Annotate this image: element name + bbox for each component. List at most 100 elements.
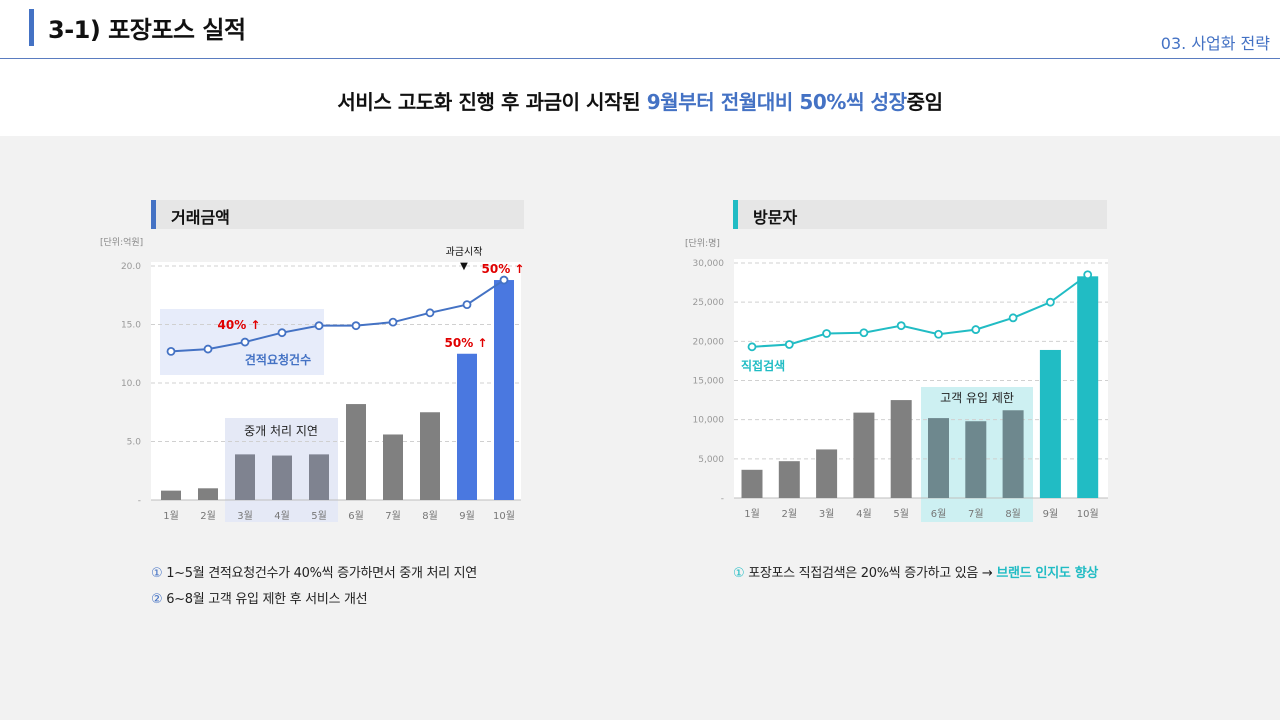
transaction-panel-title: 거래금액	[171, 208, 230, 227]
line-series-label: 견적요청건수	[245, 352, 311, 367]
line-point	[747, 342, 757, 352]
bar-3월	[816, 449, 838, 498]
line-point	[1008, 313, 1018, 323]
x-tick-label: 6월	[348, 510, 364, 522]
x-tick-label: 4월	[856, 508, 872, 520]
line-point	[934, 329, 943, 339]
note-left-2: ② 6~8월 고객 유입 제한 후 서비스 개선	[151, 588, 368, 607]
bar-1월	[741, 469, 763, 498]
transaction-panel-header: 거래금액	[151, 200, 524, 229]
page-title: 3-1) 포장포스 실적	[48, 16, 246, 44]
limit-box-label: 고객 유입 제한	[940, 391, 1014, 405]
x-tick-label: 9월	[1043, 508, 1059, 520]
y-tick-label: 15.0	[121, 321, 141, 331]
bar-8월	[420, 412, 440, 500]
visitor-panel-header: 방문자	[733, 200, 1107, 229]
bar-3월	[235, 454, 255, 500]
delay-box-label: 중개 처리 지연	[244, 424, 318, 438]
note-number: ①	[151, 566, 163, 581]
growth-label-3: 50% ↑	[482, 262, 525, 276]
bar-6월	[928, 418, 949, 498]
y-tick-label: 25,000	[693, 298, 725, 308]
visitor-chart: 30,000 25,000 20,000 15,000 10,000 5,000 - [단위:…	[685, 238, 1108, 522]
y-tick-label: 15,000	[693, 377, 725, 387]
y-tick-label: 10,000	[693, 416, 725, 426]
bar-7월	[383, 434, 403, 500]
unit-label: [단위:명]	[685, 238, 720, 249]
line-series-label: 직접검색	[741, 358, 785, 373]
x-tick-label: 2월	[200, 510, 216, 522]
subtitle-part1: 서비스 고도화 진행 후 과금이 시작된	[337, 90, 647, 114]
x-tick-label: 8월	[1005, 508, 1021, 520]
note-text: 포장포스 직접검색은 20%씩 증가하고 있음 →	[744, 566, 997, 581]
y-tick-label: 20.0	[121, 262, 141, 272]
x-tick-label: 1월	[744, 508, 760, 520]
line-point	[240, 337, 250, 347]
subtitle-highlight: 9월부터 전월대비 50%씩 성장	[646, 90, 907, 114]
line-point	[388, 317, 398, 327]
bar-5월	[309, 454, 329, 500]
unit-label: [단위:억원]	[100, 236, 143, 248]
x-tick-label: 10월	[493, 510, 515, 522]
bar-2월	[198, 488, 218, 500]
note-number: ②	[151, 592, 163, 607]
y-tick-label: -	[721, 494, 724, 504]
line-series-견적요청건수	[170, 279, 505, 353]
panel-accent-bar	[151, 200, 156, 229]
line-point	[462, 300, 472, 310]
x-tick-label: 1월	[163, 510, 179, 522]
bar-4월	[272, 455, 292, 500]
bar-1월	[161, 490, 181, 500]
x-tick-label: 5월	[311, 510, 327, 522]
note-left-1: ① 1~5월 견적요청건수가 40%씩 증가하면서 중개 처리 지연	[151, 562, 477, 581]
slide-header: 3-1) 포장포스 실적 03. 사업화 전략	[0, 0, 1280, 59]
line-point	[166, 347, 176, 356]
bar-4월	[853, 412, 875, 498]
bar-6월	[346, 404, 366, 500]
x-tick-label: 7월	[385, 510, 401, 522]
line-point	[314, 321, 324, 331]
line-point	[896, 321, 906, 331]
x-tick-label: 4월	[274, 510, 290, 522]
line-point	[784, 340, 794, 349]
bar-9월	[1039, 349, 1061, 498]
x-tick-label: 3월	[819, 508, 835, 520]
panel-accent-bar	[733, 200, 738, 229]
growth-label-1: 40% ↑	[218, 318, 261, 332]
bar-8월	[1002, 410, 1024, 498]
line-point	[499, 275, 509, 285]
x-tick-label: 6월	[931, 508, 947, 520]
subtitle-part2: 중임	[906, 90, 943, 114]
bar-7월	[965, 421, 987, 498]
x-tick-label: 2월	[782, 508, 798, 520]
note-text: 6~8월 고객 유입 제한 후 서비스 개선	[162, 592, 368, 607]
bar-10월	[494, 280, 514, 500]
line-series-직접검색	[751, 273, 1089, 348]
bar-9월	[457, 353, 477, 500]
y-tick-label: 20,000	[693, 337, 725, 347]
y-tick-label: 10.0	[121, 379, 141, 389]
bar-2월	[778, 461, 800, 498]
bar-5월	[890, 400, 912, 498]
line-point	[351, 321, 361, 331]
line-point	[859, 328, 869, 338]
y-tick-label: 30,000	[693, 259, 725, 269]
line-point	[971, 325, 981, 334]
line-point	[1083, 270, 1093, 280]
x-tick-label: 5월	[893, 508, 909, 520]
billing-start-marker: ▼	[460, 261, 468, 272]
title-accent-bar	[29, 9, 34, 46]
note-number: ①	[733, 566, 745, 581]
line-point	[277, 328, 287, 338]
line-point	[425, 308, 435, 318]
x-tick-label: 7월	[968, 508, 984, 520]
transaction-chart: 20.0 15.0 10.0 5.0 - [단위:억원] 1월 2월 3월 4월 5월 6월 7월 8월 9…	[100, 236, 525, 522]
billing-start-label: 과금시작	[446, 246, 483, 258]
line-point	[822, 329, 832, 338]
line-point	[1045, 297, 1055, 307]
x-tick-label: 10월	[1077, 508, 1099, 520]
note-brand-highlight: 브랜드 인지도 향상	[996, 566, 1099, 581]
bar-10월	[1077, 276, 1099, 498]
y-tick-label: 5.0	[127, 438, 142, 448]
growth-label-2: 50% ↑	[445, 336, 488, 350]
